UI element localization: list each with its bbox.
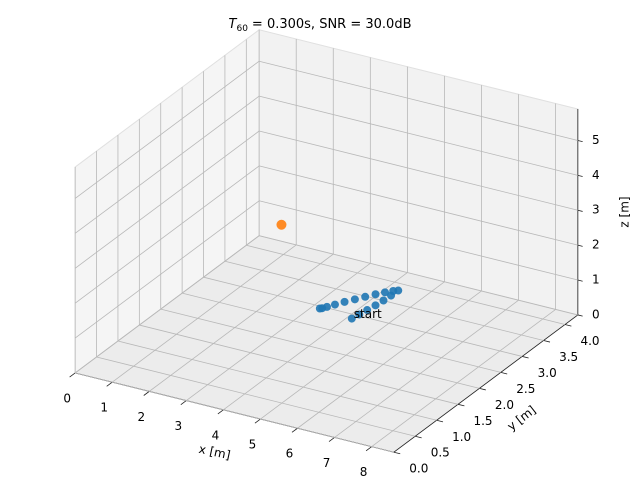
y-tick <box>522 356 529 359</box>
x-tick-label: 1 <box>100 401 108 415</box>
grid-line <box>160 308 480 389</box>
x-tick <box>365 446 372 452</box>
grid-line <box>149 253 334 392</box>
point <box>330 300 339 309</box>
grid-line <box>297 290 482 429</box>
x-tick-label: 4 <box>212 428 220 442</box>
point <box>315 304 324 313</box>
grid-line <box>246 244 566 325</box>
z-tick <box>577 244 583 247</box>
x-tick <box>69 372 76 378</box>
point <box>350 295 359 304</box>
y-tick <box>436 419 444 423</box>
z-tick-label: 0 <box>592 307 600 321</box>
z-tick <box>577 314 583 317</box>
z-tick <box>577 209 583 212</box>
annotation: start <box>354 307 382 321</box>
title-symbol: T <box>229 17 238 32</box>
x-tick-label: 8 <box>360 465 368 479</box>
chart-title: T60 = 0.300s, SNR = 30.0dB <box>229 17 412 34</box>
grid-line <box>259 235 578 316</box>
y-tick <box>479 387 486 391</box>
x-tick-label: 0 <box>63 391 71 405</box>
grid-line <box>74 200 260 339</box>
y-tick-label: 0.5 <box>431 446 450 460</box>
y-tick-label: 2.5 <box>516 382 535 396</box>
point <box>340 297 349 306</box>
grid-line <box>74 130 260 269</box>
grid-line <box>334 299 519 438</box>
title-text: = 0.300s, SNR = 30.0dB <box>252 17 412 32</box>
grid-line <box>139 324 459 405</box>
title-subscript: 60 <box>236 24 248 34</box>
point <box>371 301 380 310</box>
point <box>361 292 370 301</box>
x-tick <box>106 381 113 387</box>
grid-line <box>74 95 260 234</box>
y-tick-label: 1.5 <box>473 414 492 428</box>
y-tick-label: 2.0 <box>495 398 514 412</box>
grid-line <box>186 263 371 401</box>
grid-line <box>182 292 501 373</box>
z-tick-label: 2 <box>592 238 600 252</box>
x-tick <box>291 427 298 433</box>
grid-line <box>259 200 578 281</box>
y-tick-label: 3.5 <box>559 350 578 364</box>
point <box>355 310 364 319</box>
y-tick <box>543 340 551 343</box>
grid-line <box>96 356 416 437</box>
z-axis-label: z [m] <box>617 196 631 227</box>
y-tick-label: 3.0 <box>538 366 557 380</box>
grid-line <box>260 281 445 420</box>
y-axis-line <box>393 314 579 453</box>
point <box>380 288 389 297</box>
x-tick <box>143 391 150 396</box>
x-tick <box>254 418 261 424</box>
point <box>379 296 388 305</box>
grid-line <box>75 372 394 453</box>
x-axis-label: x [m] <box>198 442 232 462</box>
y-tick-label: 0.0 <box>409 462 428 476</box>
z-tick-label: 5 <box>592 133 600 147</box>
x-tick-label: 5 <box>249 438 257 452</box>
z-tick-label: 1 <box>592 273 600 287</box>
z-tick <box>577 279 583 282</box>
y-tick-label: 4.0 <box>580 334 599 348</box>
x-tick-label: 6 <box>286 447 294 461</box>
y-tick <box>457 403 465 407</box>
point <box>371 290 380 299</box>
grid-line <box>371 309 556 447</box>
x-tick <box>328 437 335 442</box>
grid-line <box>259 95 578 176</box>
grid-line <box>74 60 260 199</box>
point <box>389 286 398 295</box>
y-tick <box>564 324 572 327</box>
x-tick-label: 2 <box>137 410 145 424</box>
grid-line <box>74 235 260 374</box>
grid-line <box>259 60 578 141</box>
grid-line <box>74 165 260 304</box>
grid-line <box>111 244 297 383</box>
x-tick-label: 7 <box>323 456 331 470</box>
x-tick <box>180 400 187 406</box>
point <box>363 306 372 315</box>
z-tick <box>577 140 583 143</box>
grid-line <box>259 165 578 246</box>
z-tick <box>577 174 583 177</box>
point <box>276 219 287 230</box>
y-tick <box>500 372 508 375</box>
y-tick <box>393 451 401 455</box>
point <box>347 314 356 323</box>
grid-line <box>259 130 578 211</box>
grid-line <box>203 276 523 357</box>
y-tick <box>415 435 422 439</box>
grid-line <box>117 340 437 421</box>
x-tick <box>217 409 224 415</box>
z-tick-label: 3 <box>592 203 600 217</box>
z-tick-label: 4 <box>592 168 600 182</box>
y-tick-label: 1.0 <box>452 430 471 444</box>
x-tick-label: 3 <box>175 419 183 433</box>
